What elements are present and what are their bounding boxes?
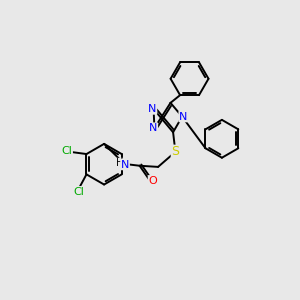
Text: N: N bbox=[149, 123, 158, 133]
Text: N: N bbox=[148, 104, 157, 114]
Text: Cl: Cl bbox=[61, 146, 72, 156]
Text: N: N bbox=[179, 112, 188, 122]
Text: N: N bbox=[121, 160, 129, 170]
Text: S: S bbox=[171, 146, 179, 158]
Text: Cl: Cl bbox=[73, 187, 84, 197]
Text: H: H bbox=[116, 158, 124, 168]
Text: O: O bbox=[148, 176, 157, 186]
